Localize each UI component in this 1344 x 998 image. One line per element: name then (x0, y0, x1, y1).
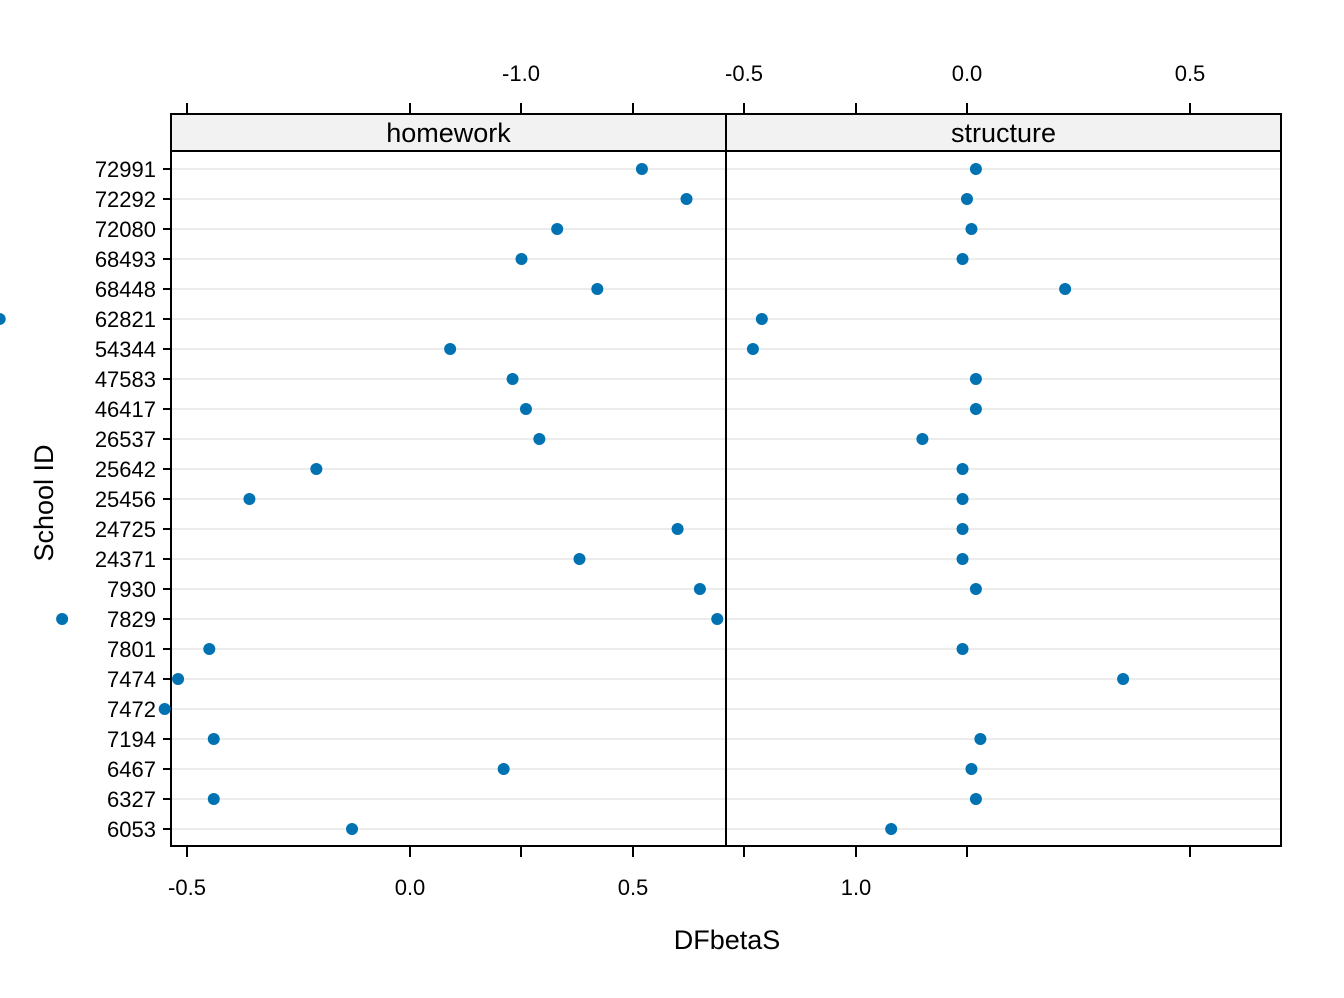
data-point-structure (956, 493, 969, 505)
data-point-structure (974, 733, 987, 745)
data-point-structure (969, 793, 982, 805)
y-tick-label: 7194 (107, 727, 156, 752)
x-axis: -1.0-1.0-0.5-0.50.00.00.50.51.01.0 (168, 61, 1206, 900)
x-tick-label-top: 0.5 (1175, 61, 1206, 86)
y-axis-title: School ID (29, 444, 59, 561)
x-tick-label-top: -1.0 (502, 61, 540, 86)
data-point-structure (956, 643, 969, 655)
y-tick-label: 25456 (95, 487, 156, 512)
data-point-homework (310, 463, 323, 475)
y-tick-label: 7829 (107, 607, 156, 632)
x-tick-label-bottom: -0.5 (168, 875, 206, 900)
data-point-structure (1059, 283, 1072, 295)
data-point-structure (956, 463, 969, 475)
data-point-homework (207, 793, 220, 805)
panel-strips: homework structure (170, 113, 1282, 152)
y-tick-label: 72991 (95, 157, 156, 182)
data-point-homework (680, 193, 693, 205)
y-tick-label: 25642 (95, 457, 156, 482)
data-point-structure (965, 223, 978, 235)
data-point-structure (956, 523, 969, 535)
y-tick-label: 54344 (95, 337, 156, 362)
data-point-structure (1117, 673, 1130, 685)
data-point-structure (916, 433, 929, 445)
data-point-homework (56, 613, 69, 625)
data-point-structure (969, 403, 982, 415)
data-point-homework (693, 583, 706, 595)
data-point-homework (203, 643, 216, 655)
data-point-structure (969, 583, 982, 595)
y-tick-label: 26537 (95, 427, 156, 452)
y-tick-label: 7472 (107, 697, 156, 722)
y-tick-label: 7801 (107, 637, 156, 662)
data-point-structure (711, 613, 724, 625)
y-tick-label: 24371 (95, 547, 156, 572)
data-point-structure (956, 553, 969, 565)
y-tick-label: 72080 (95, 217, 156, 242)
data-point-homework (346, 823, 359, 835)
data-point-structure (956, 253, 969, 265)
data-point-homework (207, 733, 220, 745)
x-tick-label-bottom: 0.0 (395, 875, 426, 900)
data-point-homework (243, 493, 256, 505)
data-points (0, 163, 1130, 835)
y-tick-label: 7930 (107, 577, 156, 602)
data-point-structure (885, 823, 898, 835)
x-axis-title: DFbetaS (674, 925, 781, 955)
data-point-structure (961, 193, 973, 205)
data-point-homework (591, 283, 604, 295)
data-point-homework (497, 763, 510, 775)
data-point-homework (519, 403, 532, 415)
y-tick-label: 47583 (95, 367, 156, 392)
data-point-structure (969, 163, 982, 175)
y-tick-label: 72292 (95, 187, 156, 212)
y-tick-label: 46417 (95, 397, 156, 422)
data-point-homework (573, 553, 586, 565)
y-tick-label: 7474 (107, 667, 156, 692)
y-tick-label: 6327 (107, 787, 156, 812)
y-tick-label: 6053 (107, 817, 156, 842)
data-point-homework (0, 313, 6, 325)
data-point-homework (515, 253, 528, 265)
y-tick-label: 68493 (95, 247, 156, 272)
y-tick-label: 24725 (95, 517, 156, 542)
data-point-homework (533, 433, 546, 445)
data-point-homework (506, 373, 519, 385)
strip-label-homework: homework (386, 118, 511, 148)
x-tick-label-bottom: 1.0 (841, 875, 872, 900)
x-tick-label-bottom: 0.5 (618, 875, 649, 900)
y-tick-label: 6467 (107, 757, 156, 782)
y-axis: 72991 72292 72080 68493 68448 62821 54344 47583… (95, 157, 171, 842)
x-tick-label-top: -0.5 (725, 61, 763, 86)
y-tick-label: 62821 (95, 307, 156, 332)
strip-structure (725, 113, 1282, 152)
data-point-structure (755, 313, 768, 325)
data-point-structure (965, 763, 978, 775)
y-tick-label: 68448 (95, 277, 156, 302)
x-tick-label-top: 0.0 (952, 61, 983, 86)
data-point-homework (444, 343, 457, 355)
data-point-homework (671, 523, 684, 535)
data-point-structure (969, 373, 982, 385)
strip-label-structure: structure (951, 118, 1056, 148)
data-point-homework (172, 673, 185, 685)
data-point-structure (746, 343, 759, 355)
data-point-homework (635, 163, 648, 175)
data-point-homework (158, 703, 171, 715)
data-point-homework (551, 223, 564, 235)
